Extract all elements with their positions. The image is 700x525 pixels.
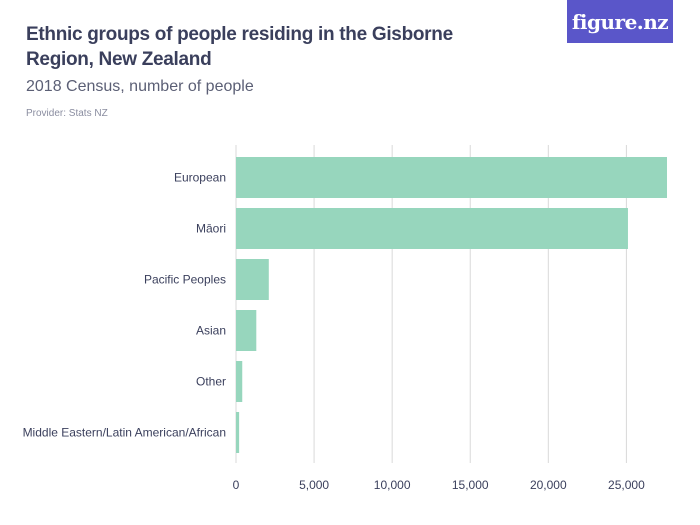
category-label: Māori	[196, 222, 226, 236]
chart-title: Ethnic groups of people residing in the …	[26, 24, 453, 70]
bar[interactable]	[236, 310, 257, 351]
x-tick-label: 25,000	[608, 478, 645, 492]
category-label: Pacific Peoples	[144, 273, 226, 287]
chart-subtitle: 2018 Census, number of people	[26, 78, 254, 95]
x-tick-label: 20,000	[530, 478, 567, 492]
x-tick-label: 5,000	[299, 478, 329, 492]
data-provider: Provider: Stats NZ	[26, 108, 108, 119]
category-label: Asian	[196, 324, 226, 338]
bar[interactable]	[236, 412, 240, 453]
category-label: European	[174, 171, 226, 185]
x-tick-label: 0	[233, 478, 240, 492]
bar[interactable]	[236, 157, 667, 198]
x-axis-tick-labels: 0 5,000 10,000 15,000 20,000 25,000	[233, 478, 645, 492]
x-tick-label: 10,000	[374, 478, 411, 492]
category-label: Middle Eastern/Latin American/African	[23, 426, 226, 440]
category-label: Other	[196, 375, 226, 389]
bars	[236, 157, 667, 453]
figure-nz-logo[interactable]: figure.nz	[567, 0, 673, 43]
logo-text: figure.nz	[571, 9, 669, 34]
category-labels: European Māori Pacific Peoples Asian Other Mi…	[23, 171, 226, 440]
bar[interactable]	[236, 208, 628, 249]
bar[interactable]	[236, 259, 269, 300]
bar[interactable]	[236, 361, 243, 402]
x-tick-label: 15,000	[452, 478, 489, 492]
